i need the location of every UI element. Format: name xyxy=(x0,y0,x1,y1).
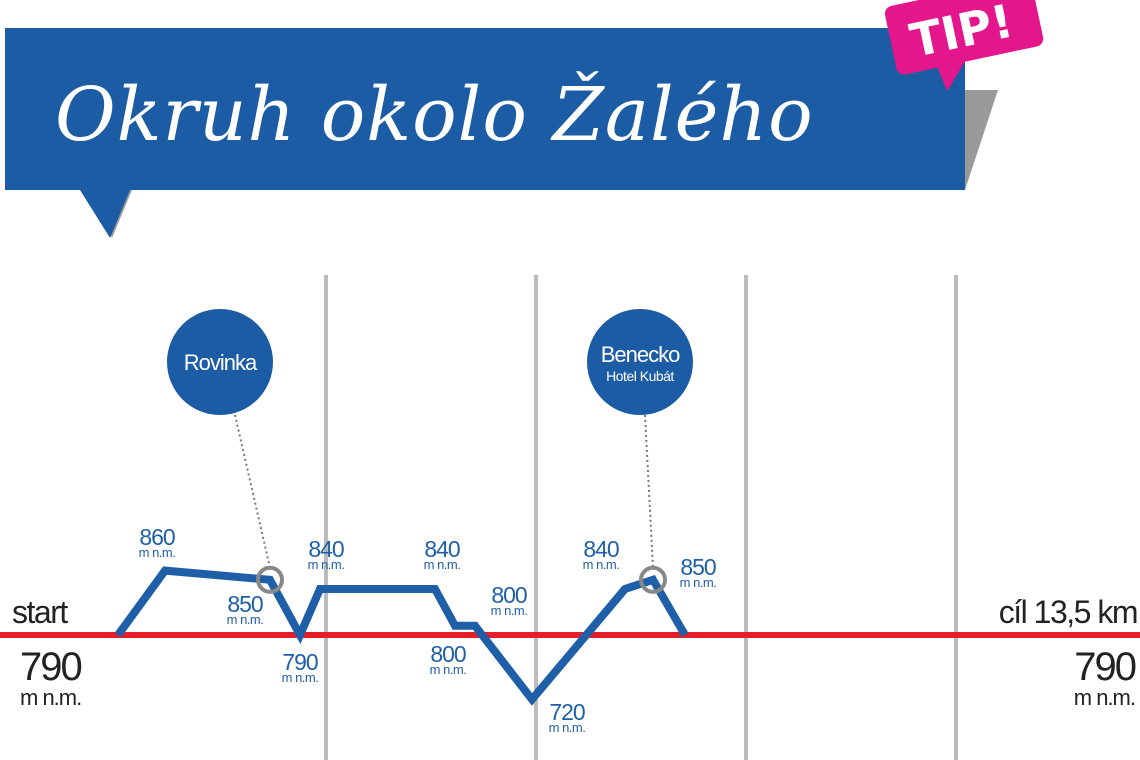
grid xyxy=(324,275,958,760)
waypoint-name: Rovinka xyxy=(184,350,258,375)
unit-label: m n.m. xyxy=(139,545,176,560)
end-label: cíl 13,5 km xyxy=(999,594,1137,630)
elevation-label: 800 xyxy=(491,582,527,608)
title-banner xyxy=(5,28,965,190)
waypoint-name: Benecko xyxy=(601,342,680,367)
waypoint-circle xyxy=(587,309,693,415)
elevation-label: 850 xyxy=(227,591,263,617)
banner-shadow xyxy=(965,90,998,190)
elevation-profile xyxy=(114,566,689,706)
waypoint-leader xyxy=(234,414,271,569)
elevation-label: 800 xyxy=(430,641,466,667)
waypoint-ring xyxy=(256,565,284,594)
waypoint-circle xyxy=(167,309,273,415)
waypoint-leader xyxy=(644,414,654,568)
elevation-label: 720 xyxy=(549,699,585,725)
elevation-label: 840 xyxy=(308,536,344,562)
start-unit: m n.m. xyxy=(20,685,81,710)
unit-label: m n.m. xyxy=(491,603,528,618)
elevation-label: 860 xyxy=(139,524,175,550)
elevation-label: 790 xyxy=(282,649,318,675)
unit-label: m n.m. xyxy=(227,612,264,627)
tip-bubble xyxy=(884,0,1044,75)
unit-label: m n.m. xyxy=(680,575,717,590)
unit-label: m n.m. xyxy=(430,662,467,677)
start-elevation: 790 xyxy=(20,645,81,689)
elevation-label: 850 xyxy=(680,554,716,580)
title: Okruh okolo Žalého xyxy=(55,70,814,158)
banner-pointer xyxy=(80,190,130,238)
unit-label: m n.m. xyxy=(549,720,586,735)
end-elevation: 790 xyxy=(1074,645,1135,689)
start-label: start xyxy=(12,594,68,630)
elevation-label: 840 xyxy=(583,536,619,562)
unit-label: m n.m. xyxy=(424,557,461,572)
unit-label: m n.m. xyxy=(282,670,319,685)
unit-label: m n.m. xyxy=(583,557,620,572)
tip-pointer xyxy=(936,59,967,92)
elevation-label: 840 xyxy=(424,536,460,562)
waypoint-ring xyxy=(639,565,667,594)
waypoint-subtitle: Hotel Kubát xyxy=(606,368,674,384)
end-unit: m n.m. xyxy=(1074,685,1135,710)
unit-label: m n.m. xyxy=(308,557,345,572)
